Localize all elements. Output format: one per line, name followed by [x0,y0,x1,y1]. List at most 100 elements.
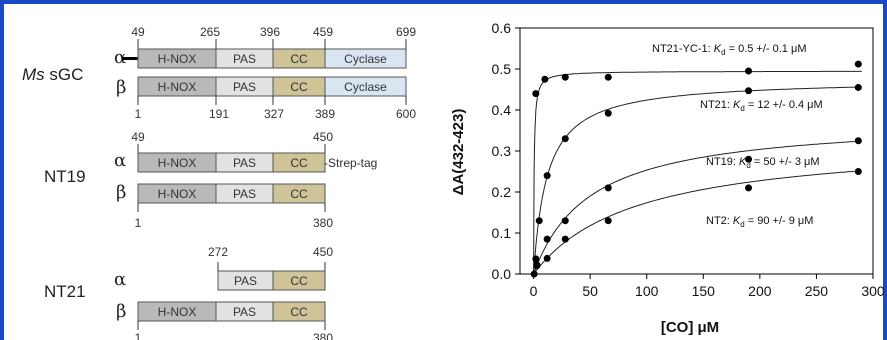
residue-number: 327 [264,107,284,121]
residue-number: 49 [131,25,145,39]
y-tick-label: 0.6 [492,20,512,36]
domain-label: CC [290,305,308,319]
x-tick-label: 0 [530,283,538,299]
domain-label: CC [290,274,308,288]
construct-nt19: NT19 α β 49 450 H-NOX PAS CC -Strep-tag … [44,130,377,230]
construct-name-nt19: NT19 [44,167,86,186]
alpha-label: α [114,269,126,290]
residue-number: 380 [313,331,333,340]
data-point [854,60,862,68]
data-point [604,109,612,117]
domain-label: CC [290,52,308,66]
domain-label: H-NOX [158,305,197,319]
y-axis-label: ΔA(432-423) [450,109,467,196]
residue-number: 459 [313,25,333,39]
data-point [535,217,543,225]
data-point [745,87,753,95]
residue-number: 1 [135,331,142,340]
domain-label: H-NOX [158,156,197,170]
data-point [745,184,753,192]
alpha-start-bar [122,57,138,60]
residue-number: 396 [260,25,280,39]
series-annotation: NT21: Kd = 12 +/- 0.4 μM [700,99,823,113]
data-point [854,83,862,91]
x-tick-label: 150 [692,283,716,299]
data-point [543,235,551,243]
residue-number: 1 [135,107,142,121]
residue-number: 389 [315,107,335,121]
domain-label: CC [290,156,308,170]
data-point [745,67,753,75]
domain-cc [272,301,326,322]
domain-label: H-NOX [158,52,197,66]
data-point [561,73,569,81]
data-point [604,217,612,225]
fit-curve [533,170,862,275]
domain-cc [272,270,326,291]
y-tick-label: 0.3 [492,143,512,159]
data-point [543,254,551,262]
domain-label: CC [290,187,308,201]
binding-chart: ΔA(432-423) [CO] μM 0.00.10.20.30.40.50.… [450,20,885,336]
data-point [604,73,612,81]
x-tick-label: 200 [748,283,772,299]
data-point [854,168,862,175]
data-point [854,137,862,145]
alpha-label: α [114,47,126,68]
domain-label: Cyclase [344,80,387,94]
domain-cc [272,152,326,173]
data-point [604,184,612,192]
data-point [541,75,549,83]
domain-label: Cyclase [344,52,387,66]
y-tick-label: 0.1 [492,225,512,241]
domain-cc [272,183,326,204]
x-tick-label: 300 [861,283,885,299]
domain-label: PAS [233,156,256,170]
domain-label: CC [290,80,308,94]
residue-number: 450 [313,130,333,144]
residue-number: 265 [200,25,220,39]
residue-number: 272 [208,245,228,259]
domain-label: PAS [233,52,256,66]
x-tick-label: 250 [805,283,829,299]
residue-number: 380 [313,216,333,230]
residue-number: 450 [313,245,333,259]
x-tick-label: 50 [582,283,598,299]
domain-label: PAS [233,187,256,201]
data-point [561,135,569,143]
domain-label: H-NOX [158,80,197,94]
data-point [561,217,569,225]
y-tick-label: 0.5 [492,61,512,77]
data-point [745,155,753,163]
residue-number: 1 [135,216,142,230]
domain-label: H-NOX [158,187,197,201]
x-axis-label: [CO] μM [661,319,719,336]
y-tick-label: 0.0 [492,266,512,282]
residue-number: 191 [209,107,229,121]
x-tick-label: 100 [635,283,659,299]
fit-curve [533,140,862,275]
domain-label: PAS [234,274,257,288]
series-annotation: NT2: Kd = 90 +/- 9 μM [706,215,813,229]
alpha-label: α [114,150,126,171]
strep-tag-label: -Strep-tag [324,156,377,170]
domain-cyclase [324,76,407,97]
data-point [532,255,540,263]
residue-number: 699 [396,25,416,39]
data-point [561,235,569,243]
construct-name-ms-sgc: Ms sGC [22,65,83,84]
beta-label: β [116,182,126,203]
domain-label: PAS [233,305,256,319]
y-tick-label: 0.2 [492,184,512,200]
series-annotation: NT21-YC-1: Kd = 0.5 +/- 0.1 μM [652,43,806,57]
beta-label: β [116,77,126,98]
beta-label: β [116,301,126,322]
domain-cyclase [324,48,407,69]
series-annotation: NT19: Kd = 50 +/- 3 μM [706,156,820,170]
domain-label: PAS [233,80,256,94]
residue-number: 600 [396,107,416,121]
construct-nt21: NT21 α β 272 450 PAS CC H-NOX PAS CC 1 3… [44,245,333,340]
fit-curve [533,86,862,275]
